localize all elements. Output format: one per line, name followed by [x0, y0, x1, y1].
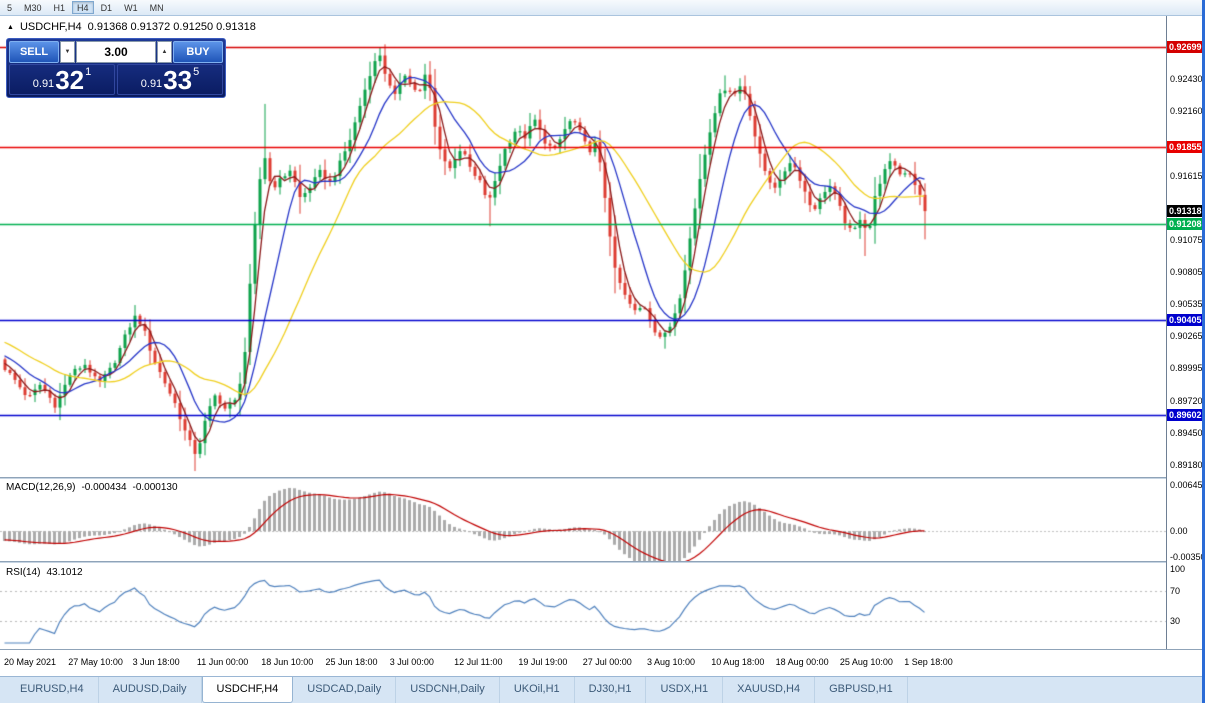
chart-icon: ▲ [7, 23, 14, 31]
macd-axis-label: -0.00350 [1170, 552, 1205, 562]
macd-name: MACD(12,26,9) [6, 482, 76, 493]
buy-price-pips: 33 [163, 65, 193, 95]
price-tick-label: 0.90535 [1170, 299, 1203, 309]
macd-indicator-label: MACD(12,26,9) -0.000434 -0.000130 [6, 482, 178, 493]
time-label: 10 Aug 18:00 [711, 657, 765, 667]
price-tick-label: 0.89180 [1170, 460, 1203, 470]
chart-tab-gbpusd[interactable]: GBPUSD,H1 [815, 677, 908, 703]
spin-down-icon: ▼ [64, 49, 71, 55]
price-tick-label: 0.92160 [1170, 106, 1203, 116]
price-tick-label: 0.91075 [1170, 235, 1203, 245]
one-click-trading-panel: SELL ▼ ▲ BUY 0.91 32 1 0.91 33 5 [6, 38, 226, 98]
chart-tab-xauusd[interactable]: XAUUSD,H4 [723, 677, 816, 703]
volume-increase-button[interactable]: ▲ [157, 41, 172, 63]
chart-tab-ukoil[interactable]: UKOil,H1 [500, 677, 575, 703]
rsi-axis-label: 100 [1170, 564, 1186, 574]
price-axis[interactable]: 0.92430 0.92160 0.91615 0.91075 0.90805 0.905… [1166, 16, 1202, 649]
timeframe-toolbar: 5 M30 H1 H4 D1 W1 MN [0, 0, 1202, 16]
time-label: 11 Jun 00:00 [196, 657, 249, 667]
sell-price-display[interactable]: 0.91 32 1 [9, 64, 115, 95]
time-label: 3 Jul 00:00 [389, 657, 434, 667]
chart-tab-audusd[interactable]: AUDUSD,Daily [99, 677, 202, 703]
rsi-value: 43.1012 [46, 567, 83, 578]
time-label: 20 May 2021 [4, 657, 57, 667]
rsi-pane-canvas[interactable] [0, 563, 1166, 649]
time-label: 3 Jun 18:00 [132, 657, 180, 667]
hline-price-label: 0.92699 [1167, 41, 1202, 53]
macd-axis-label: 0.00 [1170, 526, 1188, 536]
chart-tab-usdx[interactable]: USDX,H1 [646, 677, 724, 703]
buy-price-display[interactable]: 0.91 33 5 [117, 64, 223, 95]
timeframe-button-5[interactable]: 5 [7, 3, 13, 13]
sell-price-point: 1 [85, 66, 92, 78]
time-label: 27 May 10:00 [68, 657, 123, 667]
chart-tab-usdcnh[interactable]: USDCNH,Daily [396, 677, 500, 703]
timeframe-button-h1[interactable]: H1 [53, 3, 66, 13]
time-label: 18 Aug 00:00 [775, 657, 829, 667]
timeframe-button-h4[interactable]: H4 [72, 1, 94, 14]
price-tick-label: 0.90265 [1170, 331, 1203, 341]
price-tick-label: 0.92430 [1170, 74, 1203, 84]
time-label: 3 Aug 10:00 [647, 657, 696, 667]
rsi-indicator-label: RSI(14) 43.1012 [6, 567, 83, 578]
hline-price-label: 0.91855 [1167, 141, 1202, 153]
price-tick-label: 0.89995 [1170, 363, 1203, 373]
chart-tab-usdchf[interactable]: USDCHF,H4 [201, 677, 294, 703]
rsi-axis-label: 30 [1170, 616, 1181, 626]
price-tick-label: 0.90805 [1170, 267, 1203, 277]
hline-price-label: 0.90405 [1167, 314, 1202, 326]
buy-price-point: 5 [193, 66, 200, 78]
chart-tab-usdcad[interactable]: USDCAD,Daily [293, 677, 397, 703]
timeframe-button-d1[interactable]: D1 [100, 3, 113, 13]
time-label: 25 Jun 18:00 [325, 657, 378, 667]
sell-price-prefix: 0.91 [32, 78, 55, 90]
volume-decrease-button[interactable]: ▼ [60, 41, 75, 63]
timeframe-button-mn[interactable]: MN [149, 3, 164, 13]
chart-ohlc-values: 0.91368 0.91372 0.91250 0.91318 [87, 21, 256, 33]
chart-tab-eurusd[interactable]: EURUSD,H4 [6, 677, 99, 703]
current-price-label: 0.91318 [1167, 205, 1202, 217]
price-tick-label: 0.91615 [1170, 171, 1203, 181]
chart-tab-dj30[interactable]: DJ30,H1 [575, 677, 647, 703]
buy-button[interactable]: BUY [173, 41, 223, 63]
time-label: 27 Jul 00:00 [582, 657, 632, 667]
timeframe-button-m30[interactable]: M30 [24, 3, 42, 13]
macd-main-value: -0.000434 [81, 482, 127, 493]
macd-signal-value: -0.000130 [132, 482, 178, 493]
sell-button[interactable]: SELL [9, 41, 59, 63]
price-tick-label: 0.89450 [1170, 428, 1203, 438]
macd-axis-label: 0.00645 [1170, 480, 1203, 490]
buy-price-prefix: 0.91 [140, 78, 163, 90]
macd-pane-canvas[interactable] [0, 479, 1166, 561]
pane-separator[interactable] [0, 561, 1202, 563]
volume-input[interactable] [76, 41, 156, 63]
rsi-axis-label: 70 [1170, 586, 1181, 596]
pane-separator[interactable] [0, 477, 1202, 479]
hline-price-label: 0.89602 [1167, 409, 1202, 421]
spin-up-icon: ▲ [161, 49, 168, 55]
rsi-name: RSI(14) [6, 567, 41, 578]
chart-tabs-bar: EURUSD,H4 AUDUSD,Daily USDCHF,H4 USDCAD,Dai… [0, 676, 1202, 703]
time-axis[interactable]: 20 May 2021 27 May 10:00 3 Jun 18:00 11 Jun… [0, 649, 1202, 676]
time-label: 1 Sep 18:00 [904, 657, 953, 667]
sell-price-pips: 32 [55, 65, 85, 95]
chart-title: ▲ USDCHF,H4 0.91368 0.91372 0.91250 0.91… [7, 21, 256, 33]
time-label: 19 Jul 19:00 [518, 657, 568, 667]
chart-symbol-period: USDCHF,H4 [19, 21, 82, 33]
hline-price-label: 0.91208 [1167, 218, 1202, 230]
price-tick-label: 0.89720 [1170, 396, 1203, 406]
timeframe-button-w1[interactable]: W1 [124, 3, 138, 13]
time-label: 18 Jun 10:00 [261, 657, 314, 667]
time-label: 12 Jul 11:00 [454, 657, 503, 667]
time-label: 25 Aug 10:00 [839, 657, 893, 667]
